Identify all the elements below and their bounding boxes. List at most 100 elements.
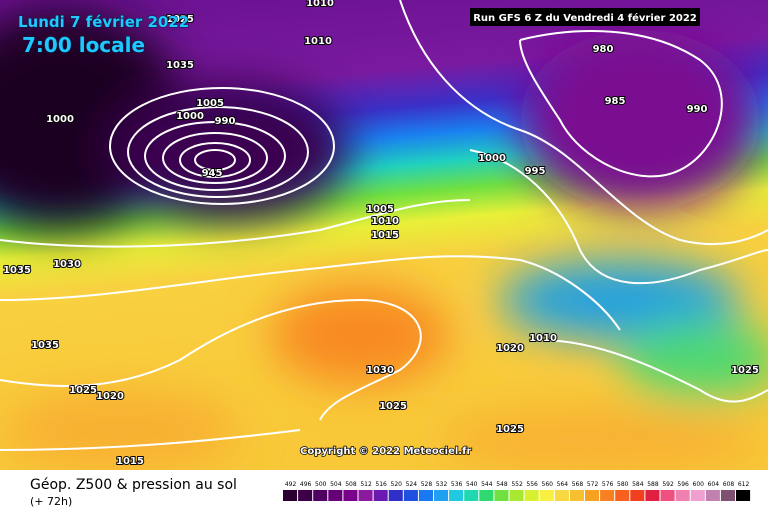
scale-label: 528 (421, 481, 433, 488)
isobar-labels: 1010 1025 1010 1035 1000 1005 1000 990 945 980 985… (2, 0, 760, 468)
isobar-label: 1000 (478, 153, 506, 164)
scale-label: 532 (436, 481, 448, 488)
scale-label: 552 (511, 481, 523, 488)
scale-label: 540 (466, 481, 478, 488)
isobar-label: 1010 (371, 216, 399, 227)
isobar-label: 1015 (371, 230, 399, 241)
scale-label: 588 (647, 481, 659, 488)
scale-swatch (494, 490, 509, 501)
scale-swatch (388, 490, 403, 501)
color-scale: 492 496 500 504 508 512 516 520 524 528 532 536 540 5… (283, 481, 751, 501)
scale-swatch (630, 490, 645, 501)
isobar-label: 1020 (496, 343, 524, 354)
scale-swatch (524, 490, 539, 501)
scale-swatch (343, 490, 358, 501)
scale-label: 536 (451, 481, 463, 488)
scale-swatch (585, 490, 600, 501)
isobar-label: 1030 (366, 365, 394, 376)
scale-swatch (554, 490, 569, 501)
scale-label: 560 (542, 481, 554, 488)
scale-label: 576 (602, 481, 614, 488)
scale-label: 612 (738, 481, 750, 488)
scale-label: 512 (360, 481, 372, 488)
isobar-label: 945 (202, 168, 223, 179)
isobar-label: 1025 (69, 385, 97, 396)
scale-label: 600 (693, 481, 705, 488)
scale-swatch (660, 490, 675, 501)
scale-label: 548 (496, 481, 508, 488)
isobars (0, 0, 768, 450)
footer-lead: (+ 72h) (30, 495, 72, 508)
isobar-label: 990 (215, 116, 236, 127)
scale-swatch (675, 490, 690, 501)
run-box (470, 8, 700, 26)
scale-label: 584 (632, 481, 644, 488)
isobar-label: 1025 (731, 365, 759, 376)
scale-swatch (720, 490, 735, 501)
scale-swatch (736, 490, 751, 501)
scale-swatch (434, 490, 449, 501)
scale-label: 572 (587, 481, 599, 488)
scale-swatch (615, 490, 630, 501)
isobar-label: 1010 (529, 333, 557, 344)
isobar-label: 990 (687, 104, 708, 115)
scale-label: 608 (723, 481, 735, 488)
scale-label: 520 (391, 481, 403, 488)
scale-label: 516 (375, 481, 387, 488)
isobar-label: 1035 (166, 60, 194, 71)
isobar-label: 1025 (166, 14, 194, 25)
scale-swatch (449, 490, 464, 501)
geopotential-field (0, 10, 768, 470)
scale-label: 568 (572, 481, 584, 488)
isobar-label: 1025 (379, 401, 407, 412)
isobar-label: 1015 (116, 456, 144, 467)
scale-swatch (358, 490, 373, 501)
isobar-label: 985 (605, 96, 626, 107)
scale-swatch (600, 490, 615, 501)
date: Lundi 7 février 2022 (18, 13, 189, 31)
isobar-label: 1020 (96, 391, 124, 402)
scale-swatch (509, 490, 524, 501)
scale-label: 604 (708, 481, 720, 488)
scale-label: 564 (557, 481, 569, 488)
run-info: Run GFS 6 Z du Vendredi 4 février 2022 (473, 12, 697, 24)
scale-label: 508 (345, 481, 357, 488)
scale-swatch (464, 490, 479, 501)
scale-label: 544 (481, 481, 493, 488)
isobar-label: 1035 (3, 265, 31, 276)
scale-swatch (313, 490, 328, 501)
isobar-label: 995 (525, 166, 546, 177)
isobar-label: 1010 (304, 36, 332, 47)
scale-swatch (479, 490, 494, 501)
isobar-label: 1035 (31, 340, 59, 351)
scale-swatch (705, 490, 720, 501)
scale-swatch (298, 490, 313, 501)
scale-swatch (645, 490, 660, 501)
local-time: 7:00 locale (22, 33, 145, 57)
scale-swatch (373, 490, 388, 501)
isobar-label: 1030 (53, 259, 81, 270)
scale-label: 580 (617, 481, 629, 488)
isobar-label: 1010 (306, 0, 334, 9)
isobar-label: 1000 (46, 114, 74, 125)
footer-title: Géop. Z500 & pression au sol (30, 477, 237, 493)
scale-label: 596 (677, 481, 689, 488)
isobar-label: 1005 (366, 204, 394, 215)
scale-swatch (283, 490, 298, 501)
isobar-label: 1000 (176, 111, 204, 122)
isobar-label: 1005 (196, 98, 224, 109)
scale-swatch (418, 490, 433, 501)
scale-label: 492 (285, 481, 297, 488)
scale-swatch (539, 490, 554, 501)
isobar-label: 980 (593, 44, 614, 55)
isobar-label: 1025 (496, 424, 524, 435)
scale-label: 524 (406, 481, 418, 488)
scale-label: 556 (526, 481, 538, 488)
scale-label: 504 (330, 481, 342, 488)
scale-swatch (690, 490, 705, 501)
scale-swatch (569, 490, 584, 501)
scale-label: 500 (315, 481, 327, 488)
scale-swatch (403, 490, 418, 501)
scale-label: 592 (662, 481, 674, 488)
